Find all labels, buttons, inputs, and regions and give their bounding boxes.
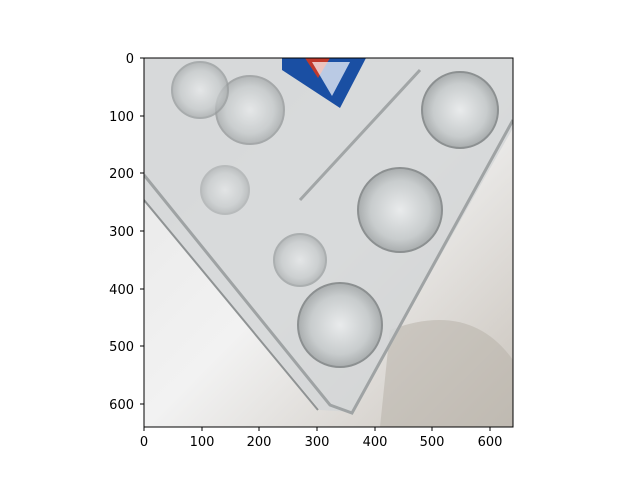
y-tick-label: 400 bbox=[109, 283, 134, 298]
y-tick-label: 500 bbox=[109, 340, 134, 355]
x-tick-label: 300 bbox=[305, 435, 330, 450]
y-tick-label: 600 bbox=[109, 398, 134, 413]
x-axis: 0 100 200 300 400 500 600 bbox=[140, 427, 503, 450]
y-tick-label: 0 bbox=[126, 52, 134, 67]
x-tick-label: 400 bbox=[363, 435, 388, 450]
y-tick-label: 300 bbox=[109, 225, 134, 240]
x-tick-label: 100 bbox=[190, 435, 215, 450]
x-tick-label: 0 bbox=[140, 435, 148, 450]
y-tick-label: 100 bbox=[109, 110, 134, 125]
axes-frame bbox=[143, 57, 514, 428]
y-tick-label: 200 bbox=[109, 167, 134, 182]
x-tick-label: 200 bbox=[247, 435, 272, 450]
x-tick-label: 500 bbox=[420, 435, 445, 450]
photo bbox=[144, 58, 513, 427]
x-tick-label: 600 bbox=[478, 435, 503, 450]
y-axis: 0 100 200 300 400 500 600 bbox=[109, 52, 144, 413]
